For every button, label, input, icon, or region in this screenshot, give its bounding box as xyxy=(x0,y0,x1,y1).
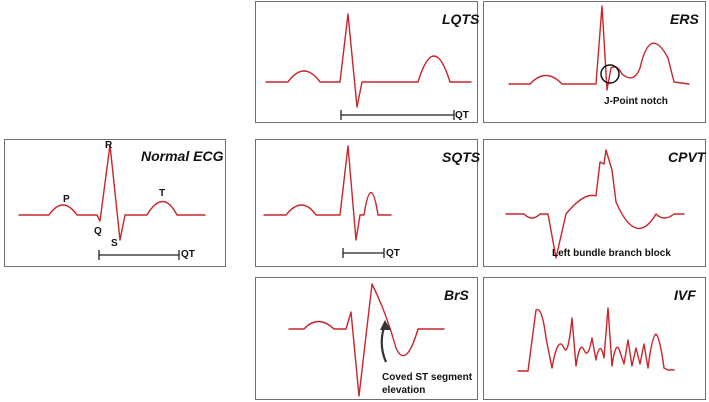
panel-ivf: IVF xyxy=(483,277,706,400)
sqts-qt-label: QT xyxy=(386,248,400,259)
lqts-trace xyxy=(265,13,472,120)
normal-ecg-trace xyxy=(18,144,206,260)
wave-label-t: T xyxy=(159,188,166,199)
panel-ers: ERS J-Point notch xyxy=(483,1,706,123)
brs-annotation-line1: Coved ST segment xyxy=(382,372,473,383)
qt-interval-label: QT xyxy=(181,249,195,260)
ers-annotation: J-Point notch xyxy=(604,96,668,107)
brs-title: BrS xyxy=(444,287,469,303)
lqts-qt-label: QT xyxy=(455,110,469,121)
ers-title: ERS xyxy=(670,11,699,27)
panel-normal-ecg: Normal ECG P Q R S T QT xyxy=(4,139,226,267)
panel-sqts: SQTS QT xyxy=(255,139,481,267)
normal-ecg-title: Normal ECG xyxy=(141,148,224,164)
panel-brs: BrS Coved ST segment elevation xyxy=(255,277,478,400)
panel-lqts: LQTS QT xyxy=(255,1,480,123)
sqts-trace xyxy=(263,145,392,258)
wave-label-r: R xyxy=(105,140,113,151)
brs-annotation-line2: elevation xyxy=(382,385,426,396)
wave-label-q: Q xyxy=(94,226,102,237)
cpvt-annotation: Left bundle branch block xyxy=(552,248,671,259)
brs-trace xyxy=(288,283,445,397)
ivf-title: IVF xyxy=(674,287,696,303)
panel-cpvt: CPVT Left bundle branch block xyxy=(483,139,706,267)
wave-label-s: S xyxy=(111,238,118,249)
cpvt-title: CPVT xyxy=(668,149,706,165)
cpvt-trace xyxy=(505,149,685,259)
ers-trace xyxy=(508,5,690,91)
wave-label-p: P xyxy=(63,194,70,205)
sqts-title: SQTS xyxy=(442,149,481,165)
lqts-title: LQTS xyxy=(442,11,480,27)
ivf-trace xyxy=(517,307,675,372)
